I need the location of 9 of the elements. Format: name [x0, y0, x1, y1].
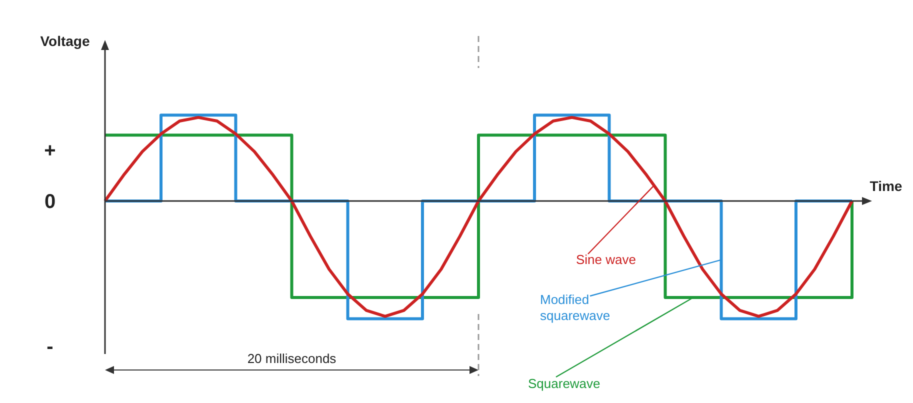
text: 0	[44, 191, 56, 213]
text: +	[44, 140, 56, 162]
text: Sine wave	[576, 252, 636, 267]
text: Squarewave	[528, 376, 600, 391]
text: 20 milliseconds	[247, 351, 337, 366]
x-axis-title: Time	[870, 178, 902, 194]
text: Modified squarewave	[540, 292, 610, 323]
text: -	[46, 336, 54, 358]
y-axis-title: Voltage	[40, 33, 90, 49]
